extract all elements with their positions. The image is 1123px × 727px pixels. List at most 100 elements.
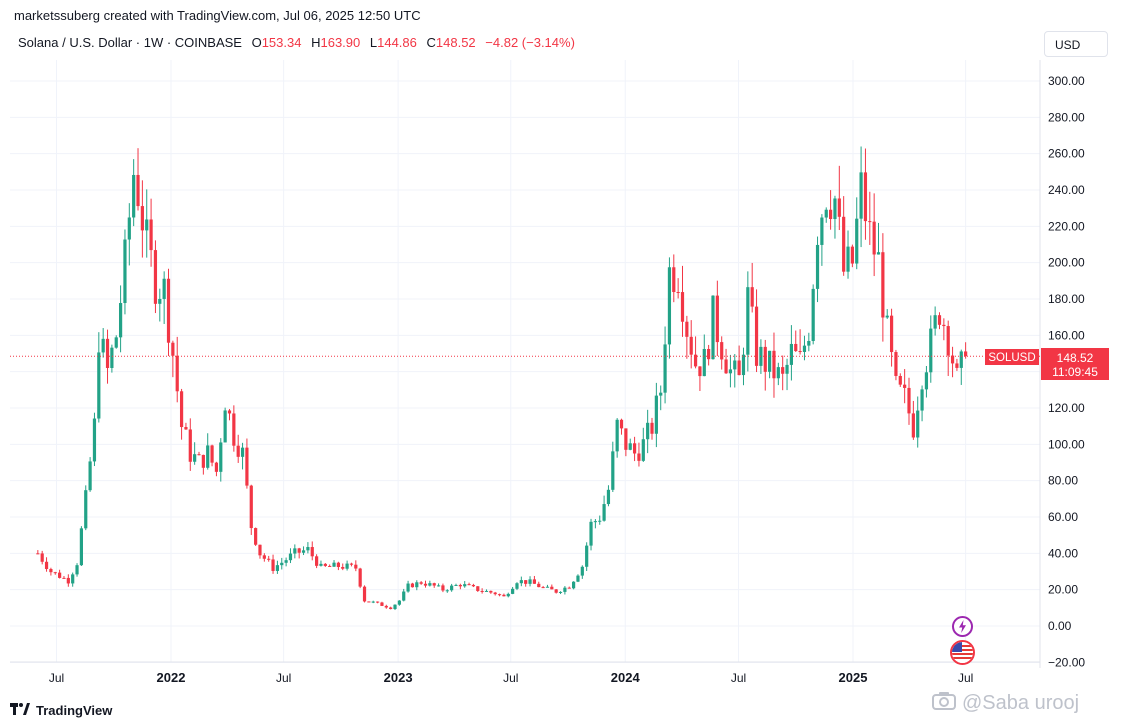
candle <box>127 203 131 266</box>
candle <box>920 385 924 422</box>
candle <box>315 554 319 569</box>
symbol-name[interactable]: Solana / U.S. Dollar · 1W · COINBASE <box>18 35 242 50</box>
candle-body <box>789 343 793 365</box>
candle <box>585 542 589 572</box>
candle-body <box>637 453 641 461</box>
candle-body <box>698 366 702 377</box>
candle <box>763 339 767 391</box>
candle <box>637 442 641 467</box>
candle <box>393 604 397 611</box>
candle <box>959 349 963 385</box>
candle-body <box>145 219 149 231</box>
candle-body <box>153 250 158 304</box>
candle-body <box>354 564 358 569</box>
candle-body <box>707 348 711 360</box>
candle-body <box>349 563 354 565</box>
candle-body <box>628 443 632 450</box>
candle <box>132 159 136 227</box>
candle-body <box>367 601 371 603</box>
candle-body <box>585 545 589 567</box>
candle <box>53 571 57 575</box>
candle <box>663 326 667 404</box>
candle <box>84 485 88 531</box>
candle-body <box>188 429 192 462</box>
price-tick-label: 120.00 <box>1048 401 1085 415</box>
candle <box>519 576 523 587</box>
candle-body <box>750 287 754 307</box>
candle-body <box>49 569 53 573</box>
candle <box>397 600 401 606</box>
candle-body <box>850 246 854 264</box>
candle-body <box>872 221 876 255</box>
candle <box>916 396 920 448</box>
candle <box>558 591 563 595</box>
candle-body <box>332 562 336 567</box>
candle <box>863 148 868 240</box>
currency-button[interactable]: USD <box>1044 31 1108 57</box>
candle <box>924 365 929 398</box>
candle <box>833 195 837 239</box>
candle-body <box>802 345 807 352</box>
candle <box>754 289 759 373</box>
candle <box>293 544 297 559</box>
candle-body <box>733 360 737 370</box>
candle-body <box>907 387 911 414</box>
candle <box>781 355 785 391</box>
footer-brand-label: TradingView <box>36 703 113 718</box>
candle-body <box>75 565 79 575</box>
candle <box>828 190 833 230</box>
candle <box>432 582 436 588</box>
candle <box>685 315 689 359</box>
candle-body <box>798 351 802 353</box>
candle <box>837 165 841 231</box>
candle-body <box>650 422 654 434</box>
candle-body <box>833 198 837 220</box>
candle <box>349 562 354 567</box>
candle-body <box>197 454 201 456</box>
candle-body <box>889 315 894 353</box>
tradingview-logo-icon <box>10 702 30 719</box>
candle <box>140 180 144 258</box>
candle <box>162 271 166 324</box>
price-tick-label: 300.00 <box>1048 74 1085 88</box>
candle <box>71 572 75 587</box>
candle-body <box>40 553 44 562</box>
candle-body <box>62 577 66 579</box>
candle <box>219 438 223 482</box>
candle <box>188 418 192 471</box>
candle <box>955 358 959 371</box>
candle-body <box>746 287 750 355</box>
candle <box>820 214 824 266</box>
candle <box>214 461 219 477</box>
candle <box>511 586 515 595</box>
candle-body <box>171 342 175 356</box>
change-value: −4.82 (−3.14%) <box>485 35 575 50</box>
candle-body <box>206 445 210 468</box>
candle-body <box>641 439 645 461</box>
candle-body <box>702 348 706 377</box>
candle <box>288 548 293 564</box>
candle-body <box>676 292 680 294</box>
candle-body <box>162 278 166 299</box>
candle-body <box>53 572 57 574</box>
candle-body <box>132 174 136 218</box>
candle-body <box>720 342 724 360</box>
candle <box>88 457 92 492</box>
candle-body <box>942 324 946 327</box>
candle-body <box>114 337 118 348</box>
candle-body <box>672 267 676 293</box>
candle <box>889 308 894 367</box>
open-value: 153.34 <box>261 35 302 50</box>
candle-body <box>811 288 815 341</box>
candle-body <box>728 369 733 374</box>
candle <box>894 349 898 381</box>
lightning-event-icon[interactable] <box>952 616 973 637</box>
candle-body <box>903 384 907 388</box>
candle <box>606 485 611 507</box>
candle-body <box>306 547 310 551</box>
candle <box>654 382 658 448</box>
us-flag-event-icon[interactable] <box>950 640 975 665</box>
candle <box>881 233 885 342</box>
candle <box>776 362 780 386</box>
